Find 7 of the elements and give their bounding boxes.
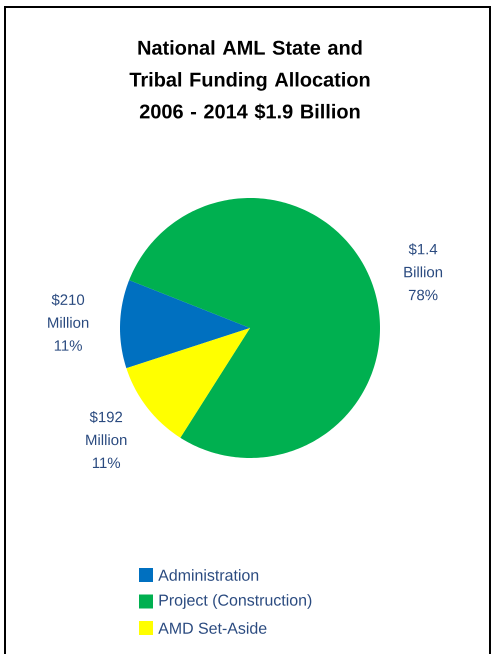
legend-label: Administration [158,569,258,581]
legend-label: Project (Construction) [160,594,312,609]
data-label: $1.4 Billion 78% [404,243,442,300]
data-label: $210 Million 11% [48,294,88,351]
legend-label: AMD Set-Aside [158,622,266,634]
chart-title: National AML State and Tribal Funding Allocation 2006 - 2014 $1.9 Billion [130,40,370,120]
data-label: $192 Million 11% [86,411,126,468]
